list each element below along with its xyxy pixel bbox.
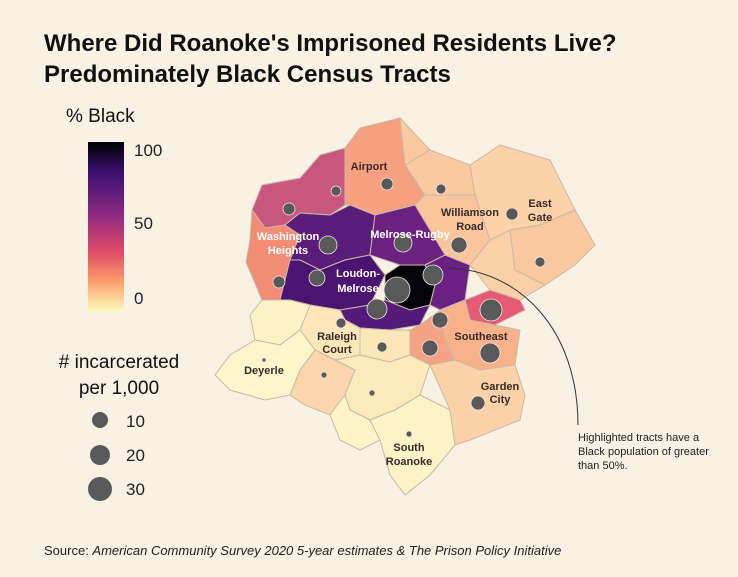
dot-south-roanoke: [405, 430, 413, 438]
color-legend-bar: [88, 142, 124, 312]
color-legend-title: % Black: [66, 106, 135, 127]
size-legend-label-20: 20: [126, 446, 145, 465]
dot-southeast-big: [479, 298, 503, 322]
label-loudon-2: Melrose: [337, 283, 379, 295]
annotation-text: Highlighted tracts have a Black populati…: [578, 432, 709, 472]
source-text: American Community Survey 2020 5-year es…: [92, 543, 562, 558]
dot-north-2: [435, 183, 447, 195]
dot-east-gate: [534, 256, 546, 268]
label-williamson-1: Williamson: [441, 207, 499, 219]
dot-deyerle: [261, 357, 267, 363]
label-loudon-1: Loudon-: [336, 268, 380, 280]
label-garden-1: Garden: [481, 381, 520, 393]
neighborhood-labels: Airport Williamson Road East Gate Washin…: [244, 161, 552, 468]
size-legend-title: # incarcerated per 1,000: [46, 350, 192, 402]
label-deyerle: Deyerle: [244, 365, 284, 377]
label-raleigh-1: Raleigh: [317, 331, 357, 343]
label-melrose-rugby: Melrose-Rugby: [370, 229, 450, 241]
dot-north-1: [330, 185, 342, 197]
color-legend-tick-0: 0: [134, 289, 144, 308]
dot-washington: [318, 235, 338, 255]
label-airport: Airport: [351, 161, 388, 173]
dot-loudon: [308, 269, 326, 287]
size-legend-label-10: 10: [126, 412, 145, 431]
label-southeast: Southeast: [454, 331, 508, 343]
size-legend-dot-30: [88, 477, 112, 501]
dot-central-east: [422, 264, 444, 286]
label-raleigh-2: Court: [322, 344, 352, 356]
size-legend-title-line-1: # incarcerated: [58, 352, 180, 373]
annotation-leader-line: [447, 267, 579, 426]
label-east-gate-2: Gate: [528, 212, 552, 224]
incarceration-dots: [261, 177, 546, 438]
title-line-1: Where Did Roanoke's Imprisoned Residents…: [44, 30, 617, 57]
dot-northwest: [282, 202, 296, 216]
dot-garden-city: [470, 395, 486, 411]
title-line-2: Predominately Black Census Tracts: [44, 61, 451, 88]
dot-raleigh: [335, 317, 347, 329]
size-legend-title-line-2: per 1,000: [78, 378, 160, 399]
dot-central-south: [431, 311, 449, 329]
dot-grandin: [320, 371, 328, 379]
size-legend-label-30: 30: [126, 480, 145, 499]
tract-south-roanoke: [369, 394, 456, 496]
label-south-roanoke-1: South: [393, 442, 424, 454]
size-legend-dot-10: [92, 412, 108, 428]
chart-title: Where Did Roanoke's Imprisoned Residents…: [44, 28, 704, 90]
tract-polygons: [214, 116, 596, 496]
label-washington-1: Washington: [257, 231, 320, 243]
dot-south-central: [368, 389, 376, 397]
source-note: Source: American Community Survey 2020 5…: [44, 543, 561, 558]
label-garden-2: City: [490, 394, 512, 406]
dot-southeast-2: [421, 339, 439, 357]
dot-melrose-rugby: [393, 233, 413, 253]
label-washington-2: Heights: [268, 245, 308, 257]
color-legend-tick-100: 100: [134, 141, 163, 160]
label-east-gate-1: East: [528, 198, 552, 210]
dot-west: [272, 275, 286, 289]
label-williamson-2: Road: [456, 221, 484, 233]
dot-williamson-2: [450, 236, 468, 254]
dot-downtown-big: [383, 276, 411, 304]
dot-williamson: [505, 207, 519, 221]
size-legend-dot-20: [90, 445, 110, 465]
dot-raleigh-east: [376, 341, 388, 353]
source-prefix: Source:: [44, 543, 93, 558]
tract-east-lower: [469, 229, 547, 301]
color-legend-tick-50: 50: [134, 214, 153, 233]
label-south-roanoke-2: Roanoke: [386, 456, 432, 468]
dot-southeast-3: [479, 342, 501, 364]
dot-loudon-2: [366, 298, 388, 320]
dot-airport: [380, 177, 394, 191]
